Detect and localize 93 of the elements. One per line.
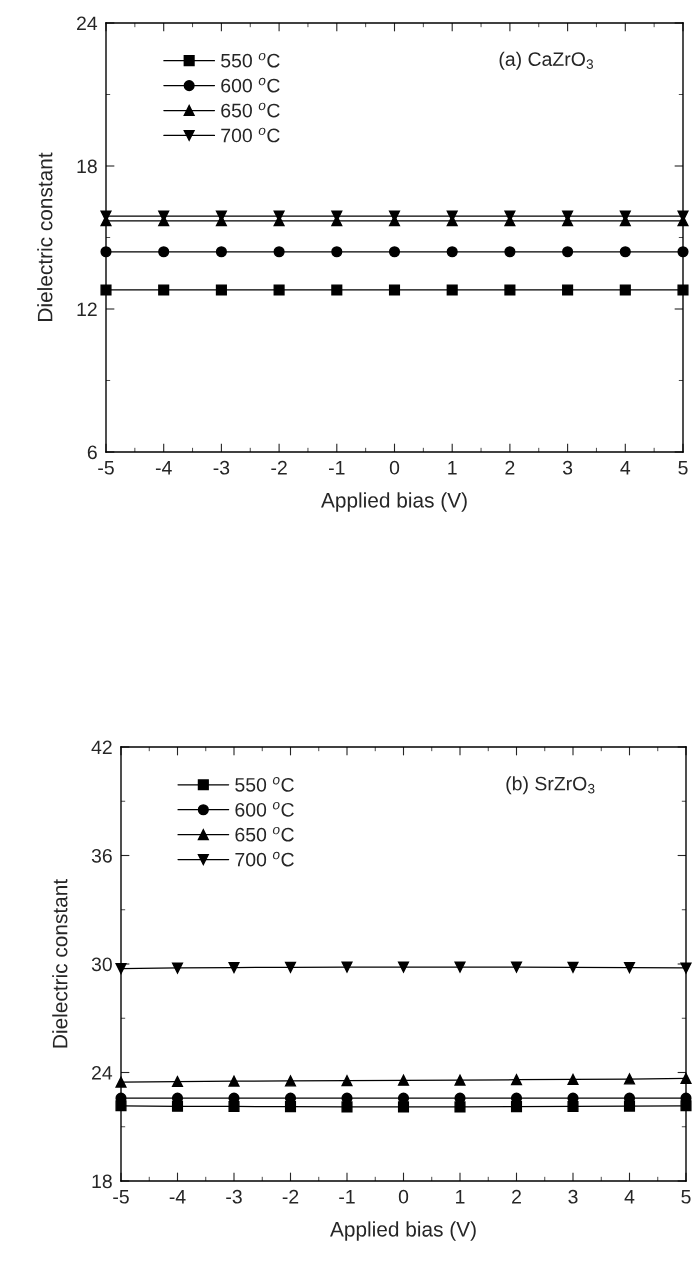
point (158, 284, 170, 296)
y-tick-label: 36 (91, 848, 112, 863)
point (619, 246, 631, 258)
point (567, 1073, 579, 1085)
point (677, 284, 689, 296)
point (100, 246, 112, 258)
x-tick-label: 2 (512, 1189, 521, 1204)
legend-label: 700 $^{o}$C (235, 851, 294, 867)
legend-label: 550 $^{o}$C (221, 52, 280, 68)
point (215, 284, 227, 296)
point (567, 961, 579, 973)
y-axis-title: Dielectric constant (37, 152, 53, 321)
point (331, 284, 343, 296)
y-tick-label: 18 (77, 159, 97, 174)
point (623, 1073, 636, 1085)
x-tick-label: -1 (329, 461, 345, 475)
point (284, 1075, 297, 1087)
y-tick-label: 24 (92, 1065, 113, 1080)
x-tick-label: 0 (389, 460, 400, 475)
y-tick-label: 24 (77, 16, 98, 31)
point (454, 1074, 466, 1086)
point (273, 246, 285, 258)
point (619, 284, 631, 296)
legend-label: 650 $^{o}$C (221, 102, 280, 118)
point (228, 962, 240, 974)
x-tick-label: 4 (620, 461, 631, 475)
x-tick-label: -5 (98, 461, 114, 475)
x-tick-label: -3 (213, 460, 230, 475)
legend-label: 650 $^{o}$C (235, 826, 294, 842)
x-tick-label: -5 (113, 1190, 129, 1204)
x-tick-label: 2 (505, 460, 515, 475)
x-axis-title: Applied bias (V) (330, 1221, 476, 1241)
point (331, 246, 343, 258)
annotation: (b) SrZrO$_{3}$ (506, 776, 595, 795)
x-tick-label: 1 (456, 1190, 465, 1204)
point (504, 284, 516, 296)
x-tick-label: -2 (271, 460, 287, 475)
legend-label: 600 $^{o}$C (235, 801, 294, 817)
point (677, 246, 689, 258)
legend-label: 550 $^{o}$C (235, 777, 294, 792)
y-tick-label: 30 (91, 957, 112, 972)
point (562, 246, 574, 258)
x-tick-label: 5 (681, 1190, 691, 1204)
x-tick-label: 3 (562, 460, 573, 475)
point (680, 962, 692, 974)
point (446, 284, 458, 296)
x-tick-label: -3 (226, 1189, 242, 1204)
point (510, 1074, 523, 1086)
point (158, 246, 170, 258)
x-tick-label: 5 (678, 461, 688, 475)
y-tick-label: 6 (87, 445, 97, 460)
point (454, 961, 466, 973)
point (215, 246, 227, 258)
x-tick-label: 1 (448, 461, 457, 475)
point (510, 961, 523, 973)
point (388, 284, 401, 296)
x-tick-label: -2 (282, 1189, 299, 1204)
point (388, 246, 401, 258)
point (341, 1075, 353, 1087)
point (504, 246, 516, 258)
point (680, 1072, 692, 1085)
annotation: (a) CaZrO$_{3}$ (499, 51, 594, 70)
legend-label: 600 $^{o}$C (221, 77, 280, 93)
x-tick-label: -4 (169, 1190, 186, 1204)
y-tick-label: 12 (77, 302, 97, 317)
point (454, 1101, 466, 1113)
point (171, 962, 184, 974)
point (115, 1076, 127, 1088)
x-axis-title: Applied bias (V) (321, 492, 467, 512)
point (228, 1075, 240, 1087)
point (171, 1075, 184, 1088)
point (284, 961, 297, 973)
y-tick-label: 18 (92, 1174, 112, 1189)
point (562, 284, 574, 296)
point (100, 284, 112, 296)
x-tick-label: -1 (339, 1190, 355, 1204)
point (397, 1074, 410, 1086)
legend-label: 700 $^{o}$C (221, 127, 280, 143)
y-tick-label: 42 (91, 740, 112, 755)
point (446, 246, 458, 258)
point (115, 962, 127, 975)
x-tick-label: 4 (624, 1190, 635, 1204)
y-axis-title: Dielectric constant (52, 879, 68, 1048)
point (567, 1100, 579, 1113)
x-tick-label: 0 (398, 1189, 409, 1204)
point (623, 962, 636, 974)
point (341, 961, 353, 973)
x-tick-label: 3 (568, 1189, 578, 1204)
point (228, 1100, 240, 1113)
x-tick-label: -4 (155, 461, 172, 475)
point (341, 1101, 353, 1113)
point (397, 961, 410, 973)
point (273, 284, 285, 296)
